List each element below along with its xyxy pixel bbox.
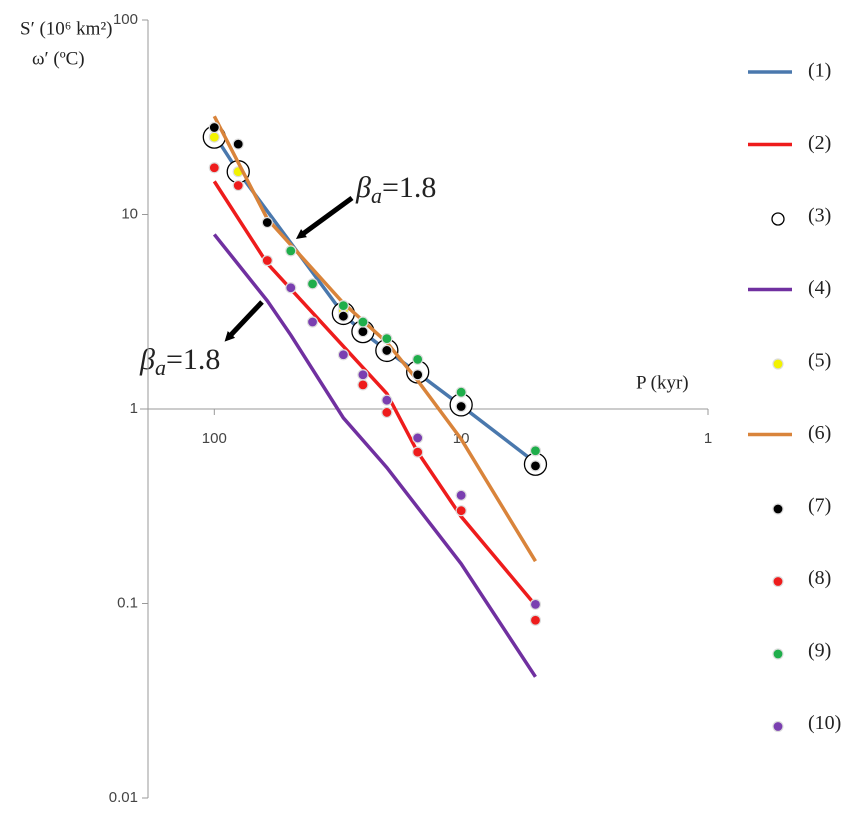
point <box>529 598 542 610</box>
point <box>261 254 273 267</box>
legend-label: (6) <box>808 422 831 444</box>
y-tick-label: 0.01 <box>109 789 138 806</box>
point <box>357 326 369 338</box>
point <box>357 369 369 381</box>
y-tick-label: 10 <box>121 205 138 222</box>
point <box>232 179 244 192</box>
legend-label: (3) <box>808 205 831 227</box>
legend-label: (10) <box>808 712 841 734</box>
point <box>337 300 349 312</box>
point <box>306 278 319 290</box>
point <box>455 400 467 413</box>
point <box>412 353 424 365</box>
series-line <box>212 233 537 678</box>
y-tick-label: 100 <box>113 11 138 28</box>
point <box>357 316 369 328</box>
point <box>455 489 467 501</box>
point <box>285 245 297 257</box>
point <box>357 379 369 391</box>
point <box>412 369 424 381</box>
point <box>381 333 393 345</box>
legend-label: (9) <box>808 640 831 662</box>
legend-swatch <box>772 648 784 660</box>
annotation: βa=1.8 <box>355 171 436 208</box>
legend-label: (8) <box>808 567 831 589</box>
legend-label: (5) <box>808 350 831 372</box>
x-axis-label: P (kyr) <box>636 372 689 393</box>
legend-swatch <box>772 575 784 588</box>
annotation-base: β <box>139 343 155 376</box>
arrow <box>295 195 354 239</box>
annotation-subscript: a <box>155 355 166 380</box>
point <box>455 505 467 517</box>
point <box>529 445 542 457</box>
annotation-subscript: a <box>371 183 382 208</box>
point <box>208 121 220 134</box>
legend-swatch <box>772 358 784 370</box>
y-tick-label: 1 <box>130 400 138 417</box>
point <box>529 614 542 626</box>
point <box>337 310 349 322</box>
y-axis-label: ω′ (ºC) <box>32 48 85 69</box>
x-tick-label: 100 <box>202 430 227 447</box>
annotation: βa=1.8 <box>139 343 220 380</box>
point <box>232 138 244 150</box>
point <box>208 162 220 174</box>
x-tick-label: 1 <box>704 430 712 447</box>
y-tick-label: 0.1 <box>117 594 138 611</box>
point <box>381 394 393 406</box>
point <box>337 349 349 361</box>
legend-label: (7) <box>808 495 831 517</box>
point <box>412 432 424 444</box>
point <box>455 386 467 398</box>
legend-swatch <box>772 720 784 733</box>
point <box>306 316 319 328</box>
y-axis-label: S′ (10⁶ km²) <box>20 18 112 39</box>
annotation-text: =1.8 <box>382 171 436 204</box>
point <box>529 460 542 472</box>
point <box>261 216 273 229</box>
annotation-text: =1.8 <box>166 343 220 376</box>
annotation-base: β <box>355 171 371 204</box>
arrow <box>224 300 264 342</box>
series-line <box>212 180 537 607</box>
legend-swatch <box>771 212 785 226</box>
point <box>412 446 424 458</box>
legend-label: (2) <box>808 132 831 154</box>
legend-label: (4) <box>808 277 831 299</box>
point <box>381 344 393 357</box>
point <box>285 282 297 294</box>
point <box>208 131 220 143</box>
legend-label: (1) <box>808 60 831 82</box>
point <box>381 406 393 419</box>
legend-swatch <box>772 503 784 515</box>
